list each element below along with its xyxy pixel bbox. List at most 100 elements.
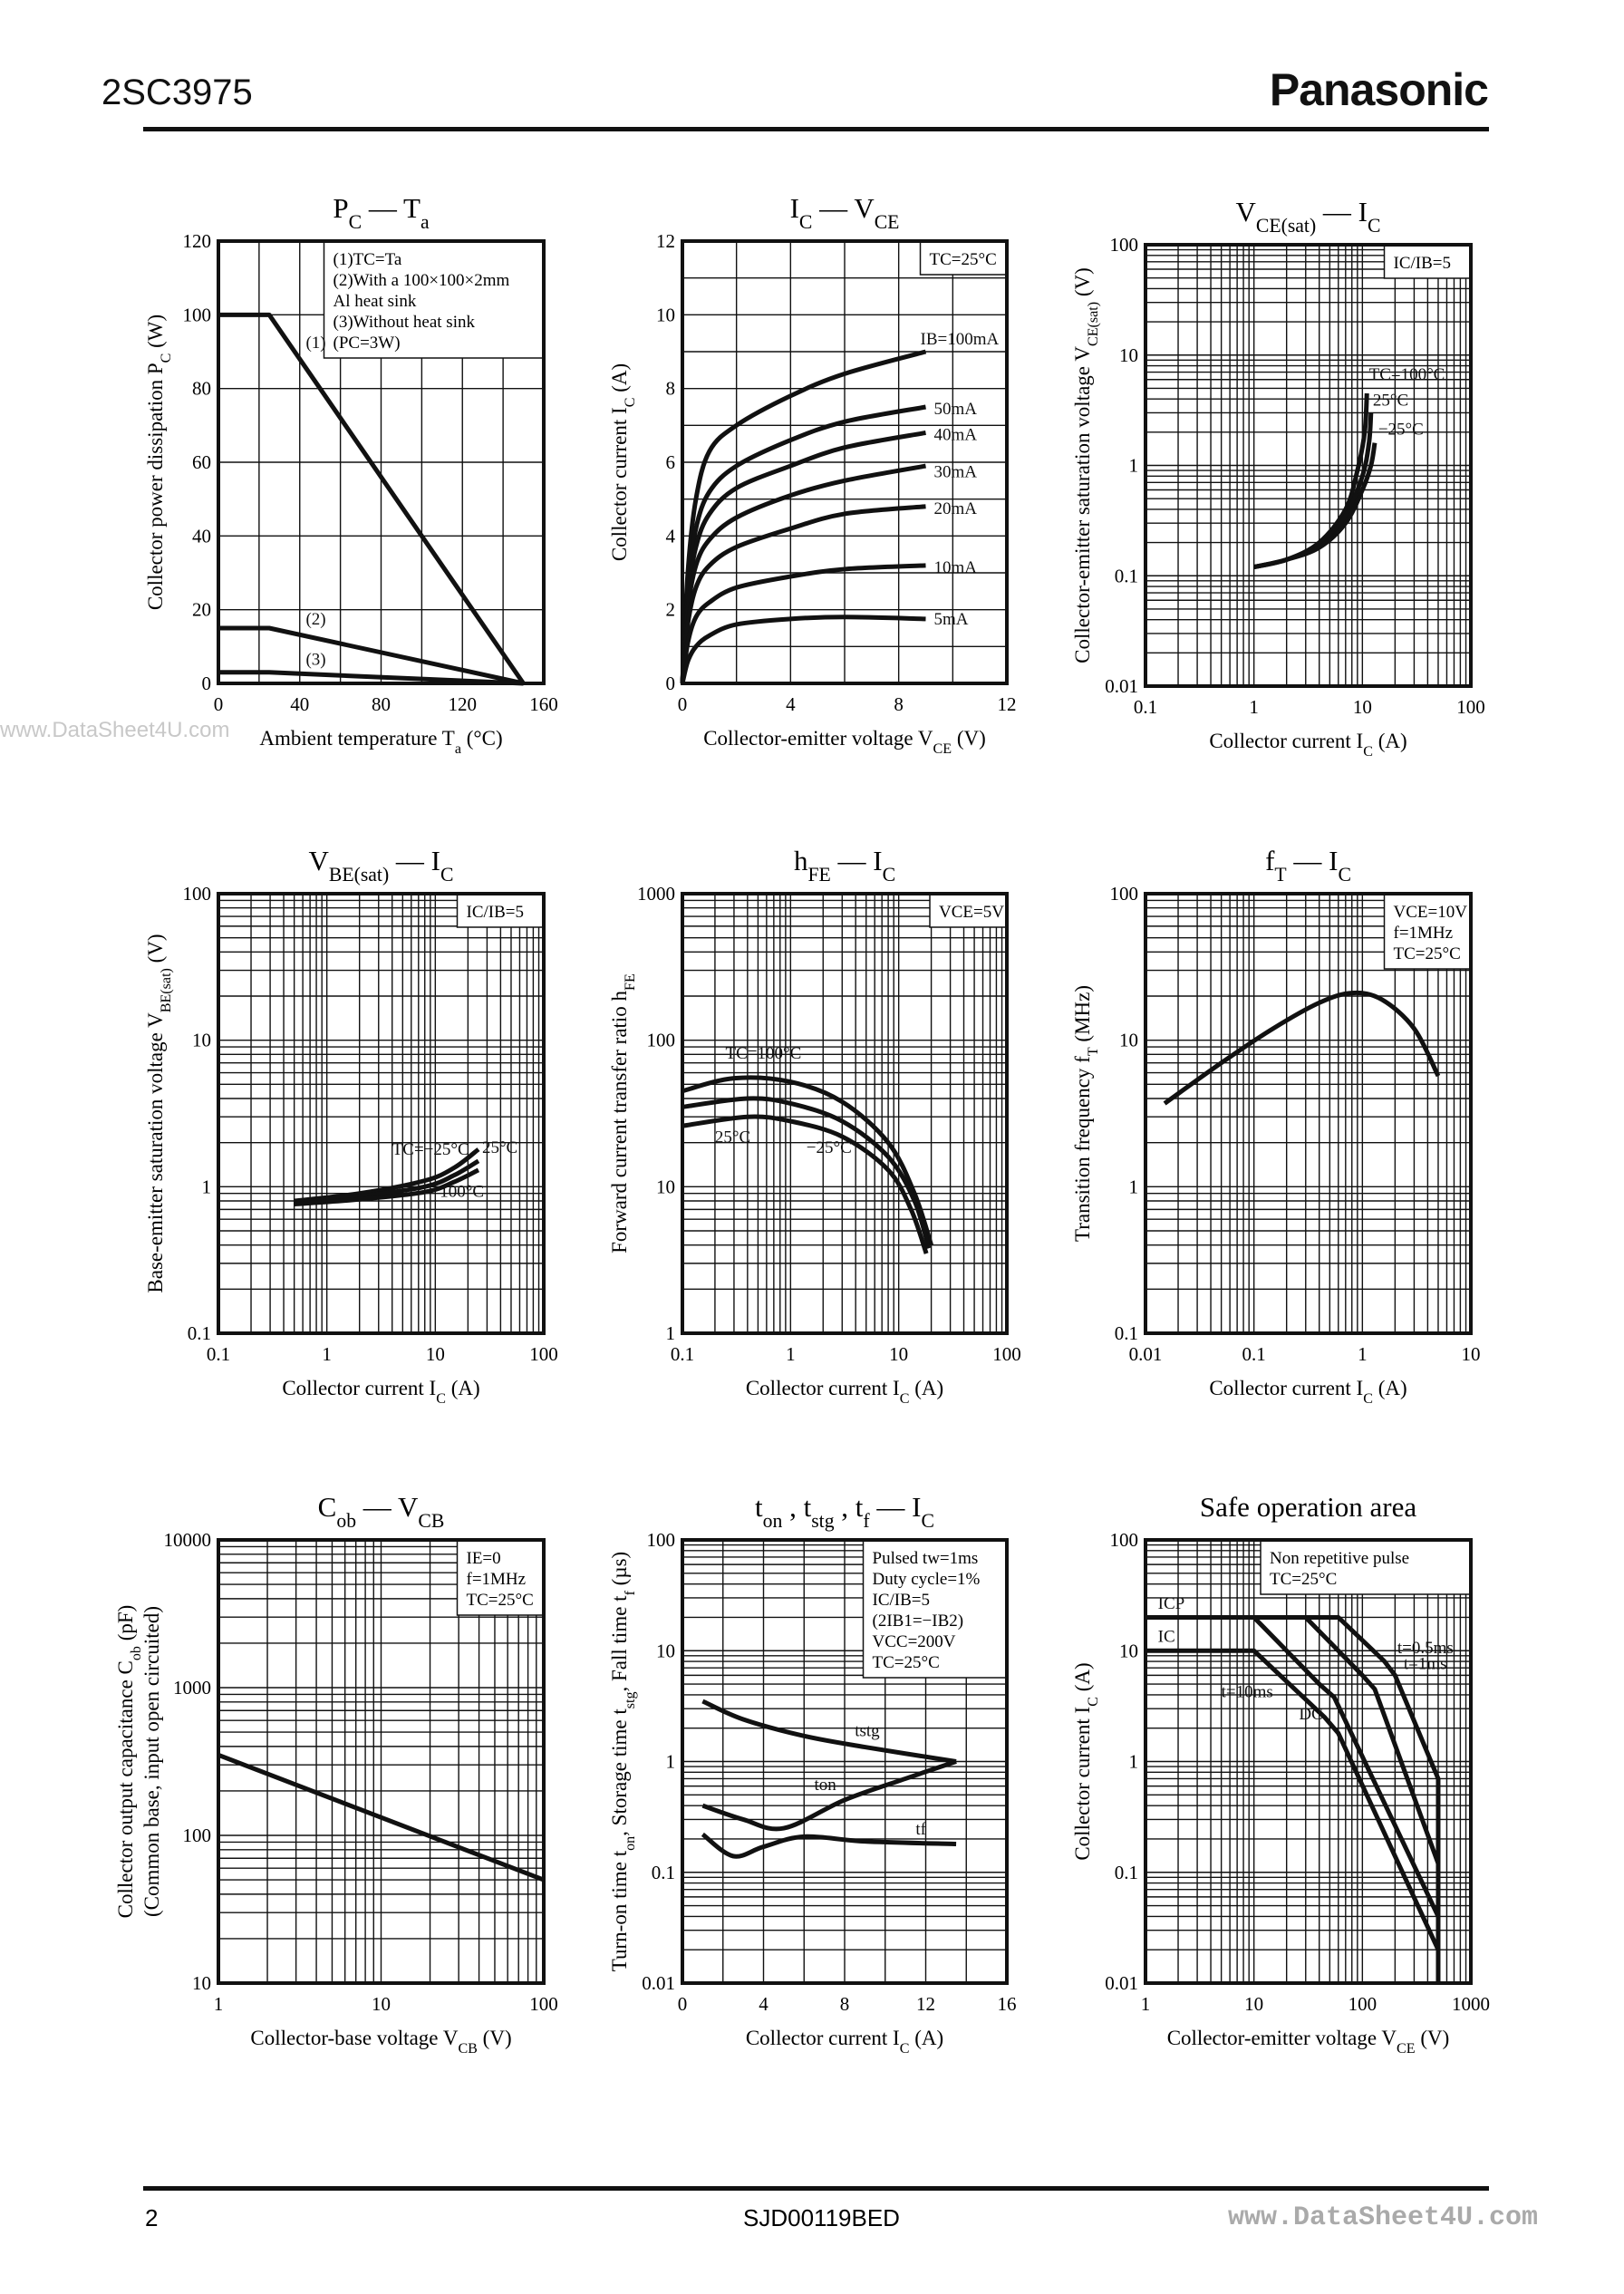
text-part: C <box>799 211 812 233</box>
annotation-label: IB=100mA <box>921 330 1000 349</box>
text-part: C <box>159 353 174 363</box>
annotation-label: 30mA <box>933 462 977 481</box>
y-tick-label: 0 <box>666 673 676 694</box>
text-part: Collector current I <box>1209 1377 1363 1399</box>
legend-text: Al heat sink <box>334 292 417 311</box>
x-axis-label: Ambient temperature Ta (°C) <box>259 727 502 757</box>
header-rule <box>143 127 1489 131</box>
annotation-label: 100°C <box>440 1183 484 1202</box>
text-part: (V) <box>952 727 986 750</box>
series-line <box>682 1075 933 1246</box>
y-tick-label: 10 <box>1119 1030 1138 1051</box>
text-part: CE <box>1397 2041 1416 2057</box>
x-tick-label: 100 <box>1456 696 1485 718</box>
text-part: (W) <box>144 315 167 353</box>
legend-text: TC=25°C <box>873 1653 940 1672</box>
text-part: C <box>436 1391 446 1407</box>
y-tick-label: 120 <box>183 230 212 252</box>
y-tick-label: 0 <box>202 673 212 694</box>
text-part: C <box>1363 1391 1373 1407</box>
y-tick-label: 80 <box>192 378 211 400</box>
legend-text: TC=25°C <box>930 250 997 269</box>
y-tick-label: 0.1 <box>1115 1862 1138 1883</box>
y-tick-label: 100 <box>647 1529 676 1551</box>
x-tick-label: 0.1 <box>1134 696 1157 718</box>
y-tick-label: 100 <box>1110 234 1139 256</box>
y-tick-label: 100 <box>183 1825 212 1846</box>
y-tick-label: 0.01 <box>1105 675 1138 697</box>
text-part: FE <box>623 973 638 991</box>
x-tick-label: 10 <box>426 1343 445 1365</box>
text-part: CE <box>875 211 900 233</box>
annotation-label: 25°C <box>715 1128 750 1147</box>
x-axis-label: Collector-emitter voltage VCE (V) <box>703 727 986 757</box>
y-tick-label: 0.1 <box>1115 565 1138 586</box>
x-tick-label: 100 <box>1348 1993 1378 2015</box>
y-axis-label: Collector power dissipation PC (W) <box>144 315 174 610</box>
text-part: CE <box>933 741 952 757</box>
x-tick-label: 120 <box>449 693 478 715</box>
text-part: C <box>900 2041 910 2057</box>
y-axis-label: Collector output capacitance Cob (pF) <box>114 1605 144 1919</box>
x-tick-label: 1 <box>214 1993 224 2015</box>
y-tick-label: 8 <box>666 378 676 400</box>
chart-title: VCE(sat) — IC <box>1236 196 1381 237</box>
text-part: Collector current I <box>1209 730 1363 752</box>
y-tick-label: 0.01 <box>642 1972 675 1994</box>
annotation-label: 25°C <box>1373 391 1408 410</box>
x-tick-label: 10 <box>372 1993 391 2015</box>
annotation-label: 10mA <box>933 558 977 577</box>
text-part: a <box>455 741 461 757</box>
series-line <box>701 1832 957 1859</box>
legend-text: Duty cycle=1% <box>873 1570 981 1589</box>
annotation-label: tstg <box>855 1721 880 1740</box>
text-part: — I <box>1316 196 1368 227</box>
legend-text: f=1MHz <box>467 1570 527 1589</box>
x-axis-label: Collector current IC (A) <box>746 1377 943 1407</box>
y-tick-label: 10 <box>656 1176 675 1197</box>
text-part: CE(sat) <box>1086 302 1101 346</box>
text-part: on <box>623 1836 638 1851</box>
y-tick-label: 20 <box>192 599 211 621</box>
text-part: C <box>1363 744 1373 760</box>
annotation-label: −25°C <box>807 1138 852 1157</box>
x-tick-label: 1 <box>786 1343 796 1365</box>
brand-logo: Panasonic <box>1269 64 1489 115</box>
text-part: Collector current I <box>746 1377 900 1399</box>
text-part: Ambient temperature T <box>259 727 454 750</box>
text-part: V <box>309 845 330 876</box>
text-part: Collector current I <box>1071 1707 1094 1861</box>
series-line <box>682 1096 932 1249</box>
text-part: Safe operation area <box>1200 1491 1416 1523</box>
y-tick-label: 1 <box>1129 1751 1139 1773</box>
text-part: (MHz) <box>1071 985 1094 1047</box>
x-tick-label: 12 <box>916 1993 935 2015</box>
x-axis-label: Collector current IC (A) <box>1209 730 1406 760</box>
legend-text: (PC=3W) <box>334 334 401 353</box>
series-line <box>701 1699 957 1764</box>
chart-3: IC/IB=5TC=100°C25°C−25°C0.1 1 10 1000.010.1… <box>1071 196 1485 760</box>
text-part: CB <box>458 2041 477 2057</box>
series-line <box>294 1158 480 1205</box>
legend-text: IC/IB=5 <box>1394 254 1452 273</box>
text-part: (A) <box>1373 1377 1407 1399</box>
text-part: Turn-on time t <box>608 1850 631 1971</box>
text-part: — V <box>812 192 875 224</box>
x-tick-label: 0 <box>678 1993 688 2015</box>
y-tick-label: 100 <box>1110 1529 1139 1551</box>
text-part: Transition frequency f <box>1071 1056 1094 1242</box>
x-axis-label: Collector-emitter voltage VCE (V) <box>1167 2027 1450 2057</box>
x-tick-label: 10 <box>1353 696 1372 718</box>
text-part: h <box>794 845 808 876</box>
x-tick-label: 100 <box>529 1343 558 1365</box>
y-tick-label: 4 <box>666 525 676 547</box>
legend-text: TC=25°C <box>467 1591 534 1610</box>
series-line <box>218 670 524 686</box>
text-part: Collector-base voltage V <box>250 2027 458 2049</box>
text-part: C <box>1338 864 1350 886</box>
text-part: T <box>1274 864 1286 886</box>
series-line <box>680 504 926 684</box>
text-part: C <box>349 211 362 233</box>
document-code: SJD00119BED <box>743 2204 900 2231</box>
text-part: — I <box>831 845 883 876</box>
